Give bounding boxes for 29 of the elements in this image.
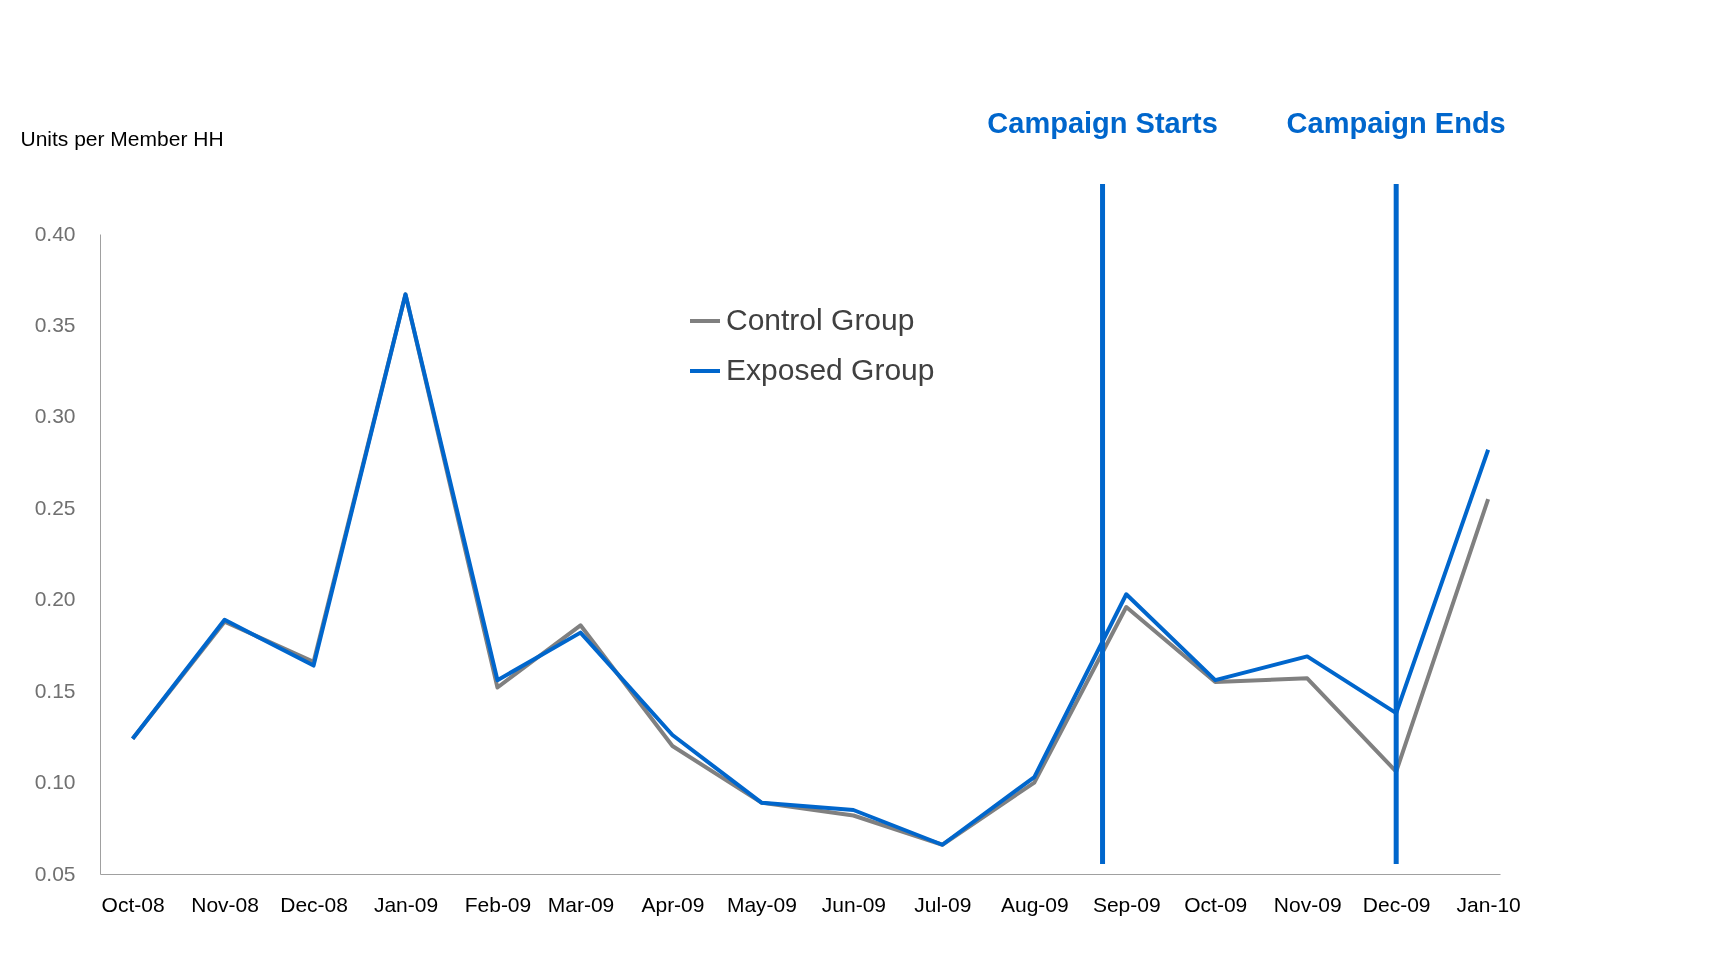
legend-label: Exposed Group xyxy=(726,353,935,386)
x-tick-label: Dec-08 xyxy=(280,892,348,916)
ref-line-label: Campaign Starts xyxy=(987,107,1218,139)
y-tick-label: 0.25 xyxy=(34,495,76,519)
x-tick-label: May-09 xyxy=(726,892,797,916)
x-tick-label: Dec-09 xyxy=(1362,892,1431,916)
x-tick-label: Mar-09 xyxy=(547,892,615,916)
y-tick-label: 0.40 xyxy=(34,221,76,245)
y-axis-title: Units per Member HH xyxy=(20,126,224,150)
x-tick-label: Jul-09 xyxy=(914,892,972,916)
legend-label: Control Group xyxy=(726,303,915,336)
y-tick-label: 0.35 xyxy=(34,312,76,336)
x-tick-label: Oct-08 xyxy=(101,892,165,916)
y-tick-label: 0.15 xyxy=(34,678,76,702)
x-tick-label: Nov-08 xyxy=(191,892,259,916)
ref-line-label: Campaign Ends xyxy=(1286,107,1506,139)
x-tick-label: Aug-09 xyxy=(1000,892,1069,916)
y-tick-label: 0.05 xyxy=(34,861,76,885)
x-tick-label: Sep-09 xyxy=(1092,892,1161,916)
x-tick-label: Apr-09 xyxy=(641,892,705,916)
x-tick-label: Oct-09 xyxy=(1184,892,1248,916)
x-tick-label: Jan-09 xyxy=(373,892,439,916)
y-tick-label: 0.30 xyxy=(34,404,76,428)
y-tick-label: 0.10 xyxy=(34,770,76,794)
x-tick-label: Feb-09 xyxy=(464,892,532,916)
x-tick-label: Jun-09 xyxy=(821,892,886,916)
x-tick-label: Nov-09 xyxy=(1273,892,1342,916)
x-tick-label: Jan-10 xyxy=(1456,892,1521,916)
y-tick-label: 0.20 xyxy=(34,587,76,611)
